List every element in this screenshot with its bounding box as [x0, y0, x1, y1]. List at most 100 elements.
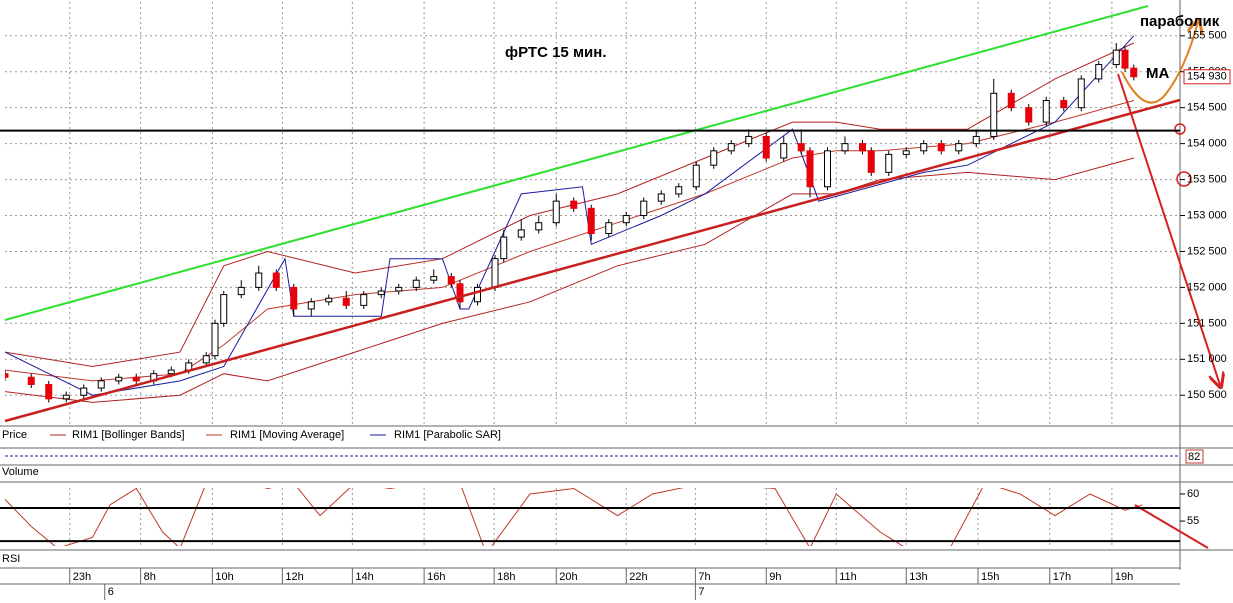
indicator-line — [5, 157, 1134, 403]
x-tick-label: 10h — [215, 571, 233, 583]
candle-body — [762, 135, 770, 159]
candle-body — [1042, 99, 1050, 123]
x-tick-label: 12h — [285, 571, 303, 583]
candle-body — [859, 143, 866, 152]
x-tick-label: 13h — [909, 571, 927, 583]
candle-body — [97, 380, 105, 389]
y-tick-label: 154 000 — [1187, 138, 1227, 150]
rsi-arrow — [1134, 504, 1209, 549]
y-tick-label: 153 000 — [1187, 209, 1227, 221]
trend-line — [4, 5, 1149, 321]
candle-body — [937, 143, 945, 152]
candle-body — [517, 229, 525, 238]
rsi-line — [5, 488, 1143, 546]
x-tick-label: 22h — [629, 571, 647, 583]
candle-body — [377, 290, 385, 296]
candle-body — [902, 150, 910, 155]
plot — [5, 2, 1180, 424]
x-tick-label: 23h — [73, 571, 91, 583]
candle-body — [360, 294, 368, 306]
y-tick-label: 155 500 — [1187, 30, 1227, 42]
volume-value: 82 — [1188, 451, 1200, 463]
x-tick-label: 16h — [427, 571, 445, 583]
candle-body — [745, 135, 753, 145]
arrow — [1117, 73, 1220, 385]
panel-label: RSI — [2, 553, 20, 565]
candle-body — [290, 286, 298, 310]
y-tick-label: 150 500 — [1187, 389, 1227, 401]
x-tick-label: 17h — [1053, 571, 1071, 583]
rsi-tick-label: 60 — [1187, 488, 1199, 500]
candle-body — [867, 150, 875, 173]
trend-line — [4, 98, 1181, 423]
annotation: параболик — [1140, 13, 1220, 30]
candle-body — [1025, 107, 1033, 123]
candle-body — [692, 164, 700, 188]
rsi-plot — [5, 488, 1143, 546]
candle-body — [972, 135, 980, 145]
day-label: 7 — [698, 586, 704, 598]
candle-body — [841, 143, 849, 152]
panel-label: Volume — [2, 466, 39, 478]
candle-body — [920, 143, 928, 152]
y-tick-label: 153 500 — [1187, 173, 1227, 185]
value-box — [1185, 449, 1204, 464]
candle-body — [474, 286, 481, 303]
x-tick-label: 7h — [698, 571, 710, 583]
candle-body — [45, 383, 53, 400]
candle-body — [500, 236, 508, 260]
candle-body — [885, 153, 893, 173]
x-tick-label: 18h — [497, 571, 515, 583]
candle-body — [412, 279, 420, 288]
marker-circle — [1174, 123, 1186, 135]
candle-body — [797, 143, 805, 152]
day-label: 6 — [108, 586, 114, 598]
y-tick-label: 151 500 — [1187, 317, 1227, 329]
candle-body — [5, 373, 9, 378]
y-tick-label: 154 500 — [1187, 102, 1227, 114]
x-tick-label: 15h — [981, 571, 999, 583]
candle-body — [491, 258, 499, 288]
candle-body — [657, 193, 665, 202]
x-tick-label: 14h — [355, 571, 373, 583]
candle-body — [220, 294, 228, 324]
candle-body — [727, 143, 735, 152]
candle-body — [675, 186, 683, 195]
candle-body — [824, 150, 831, 188]
candle-body — [456, 283, 464, 303]
price-box — [1183, 69, 1231, 85]
y-tick-label: 151 000 — [1187, 353, 1227, 365]
candle-body — [325, 297, 333, 303]
arrow — [1121, 22, 1198, 104]
indicator-line — [5, 35, 1135, 396]
chart-title: фРТС 15 мин. — [505, 44, 607, 61]
x-tick-label: 9h — [769, 571, 781, 583]
legend-item: RIM1 [Bollinger Bands] — [72, 429, 185, 441]
candle-body — [535, 222, 543, 231]
candle-body — [806, 150, 814, 188]
y-tick-label: 152 000 — [1187, 281, 1227, 293]
last-price: 154 930 — [1187, 71, 1227, 83]
candle-body — [1112, 49, 1120, 66]
rsi-tick-label: 55 — [1187, 515, 1199, 527]
candle-body — [80, 387, 88, 396]
candle-body — [990, 92, 998, 137]
candle-body — [710, 150, 718, 166]
legend-item: RIM1 [Moving Average] — [230, 429, 344, 441]
candle-body — [570, 200, 578, 209]
annotation: MA — [1146, 65, 1169, 82]
candle-body — [307, 301, 315, 310]
candle-body — [272, 272, 280, 288]
y-tick-label: 152 500 — [1187, 245, 1227, 257]
x-tick-label: 8h — [144, 571, 156, 583]
candle-body — [167, 369, 175, 375]
marker-circle — [1176, 171, 1192, 187]
legend-item: RIM1 [Parabolic SAR] — [394, 429, 501, 441]
candle-body — [1007, 92, 1015, 109]
candle-body — [1130, 67, 1138, 78]
candle-body — [132, 376, 140, 382]
x-tick-label: 20h — [559, 571, 577, 583]
